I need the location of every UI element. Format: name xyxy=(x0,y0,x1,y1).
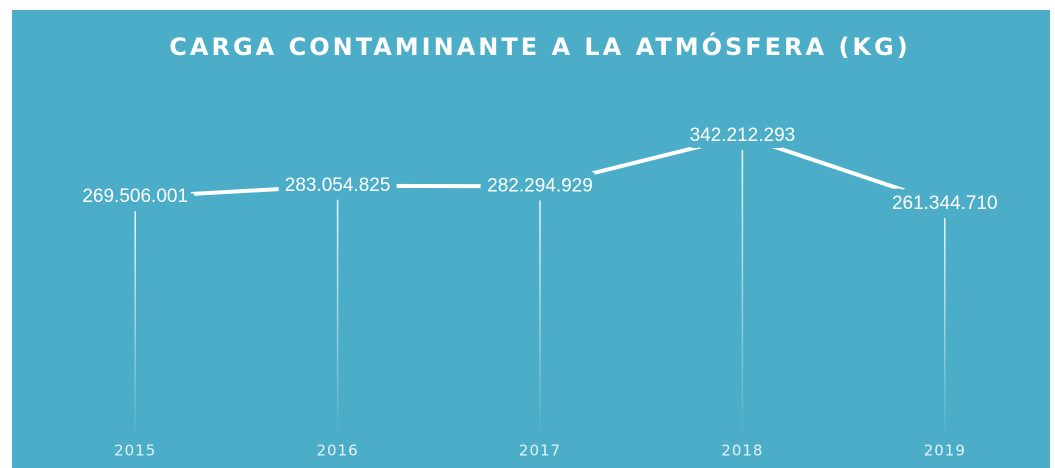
x-tick-label: 2016 xyxy=(317,442,359,460)
drop-line xyxy=(944,218,946,430)
line xyxy=(135,133,946,206)
x-tick-label: 2015 xyxy=(114,442,156,460)
drop-line xyxy=(539,200,541,430)
data-label: 261.344.710 xyxy=(892,193,998,214)
data-label: 283.054.825 xyxy=(285,175,391,196)
drop-line xyxy=(134,211,136,430)
x-tick-label: 2018 xyxy=(721,442,763,460)
data-label: 282.294.929 xyxy=(487,175,593,196)
chart-background xyxy=(12,10,1050,468)
data-label: 342.212.293 xyxy=(690,125,796,146)
x-tick-label: 2017 xyxy=(519,442,561,460)
data-label: 269.506.001 xyxy=(82,186,188,207)
drop-line xyxy=(336,199,339,430)
drop-line xyxy=(741,150,744,430)
chart-title: CARGA CONTAMINANTE A LA ATMÓSFERA (KG) xyxy=(169,31,910,61)
x-tick-label: 2019 xyxy=(924,442,966,460)
